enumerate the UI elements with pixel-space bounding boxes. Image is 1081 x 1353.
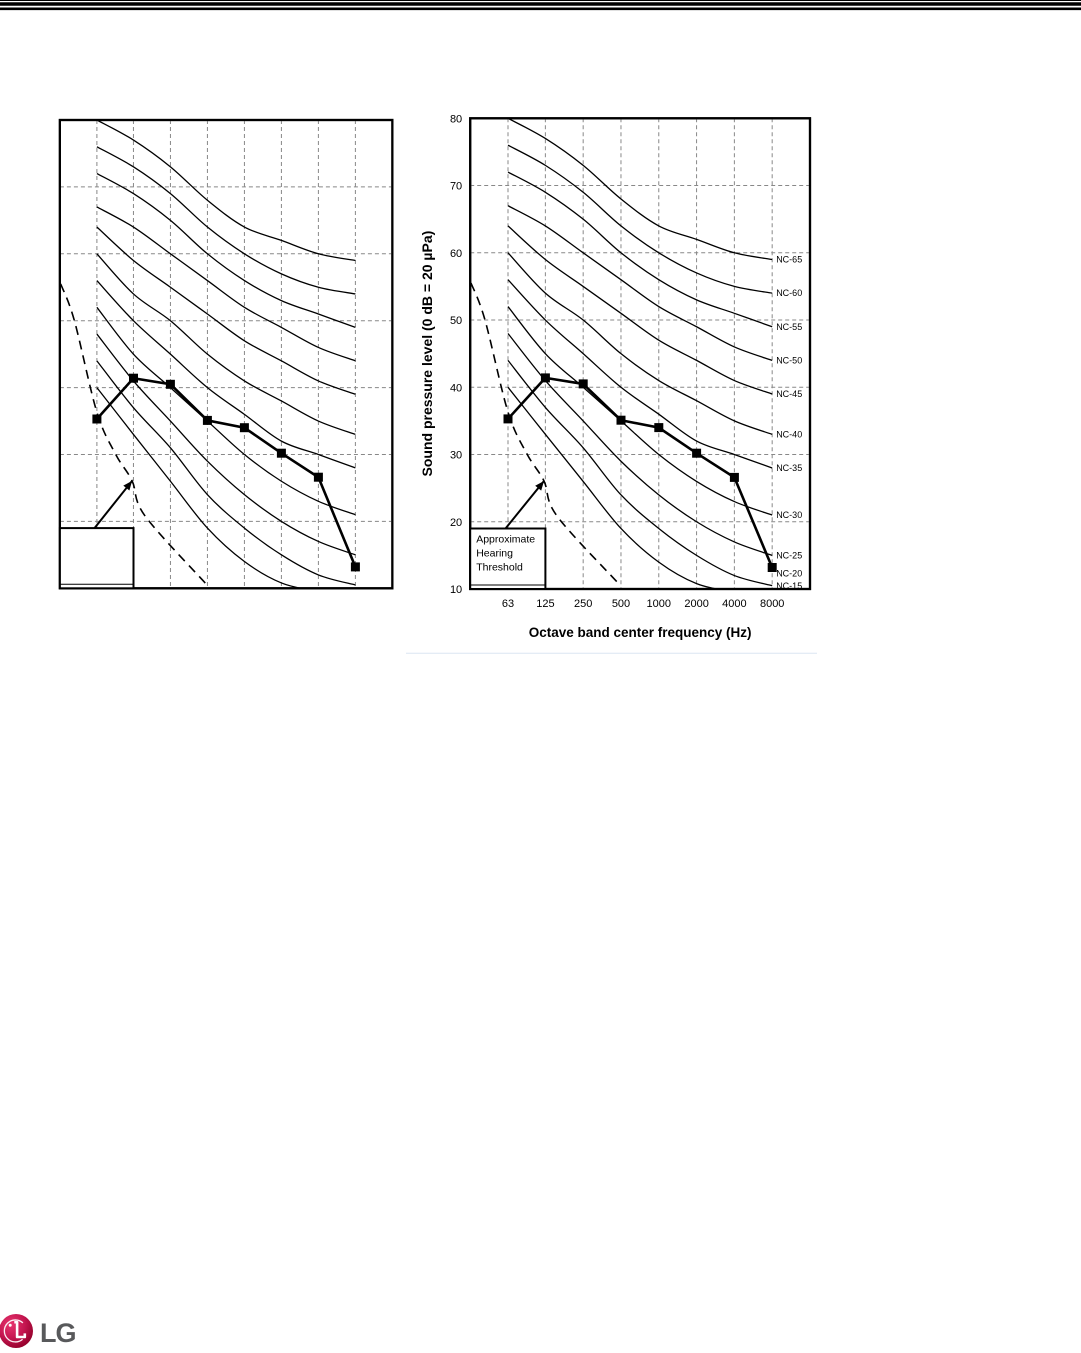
svg-text:LG: LG [40, 1318, 76, 1348]
